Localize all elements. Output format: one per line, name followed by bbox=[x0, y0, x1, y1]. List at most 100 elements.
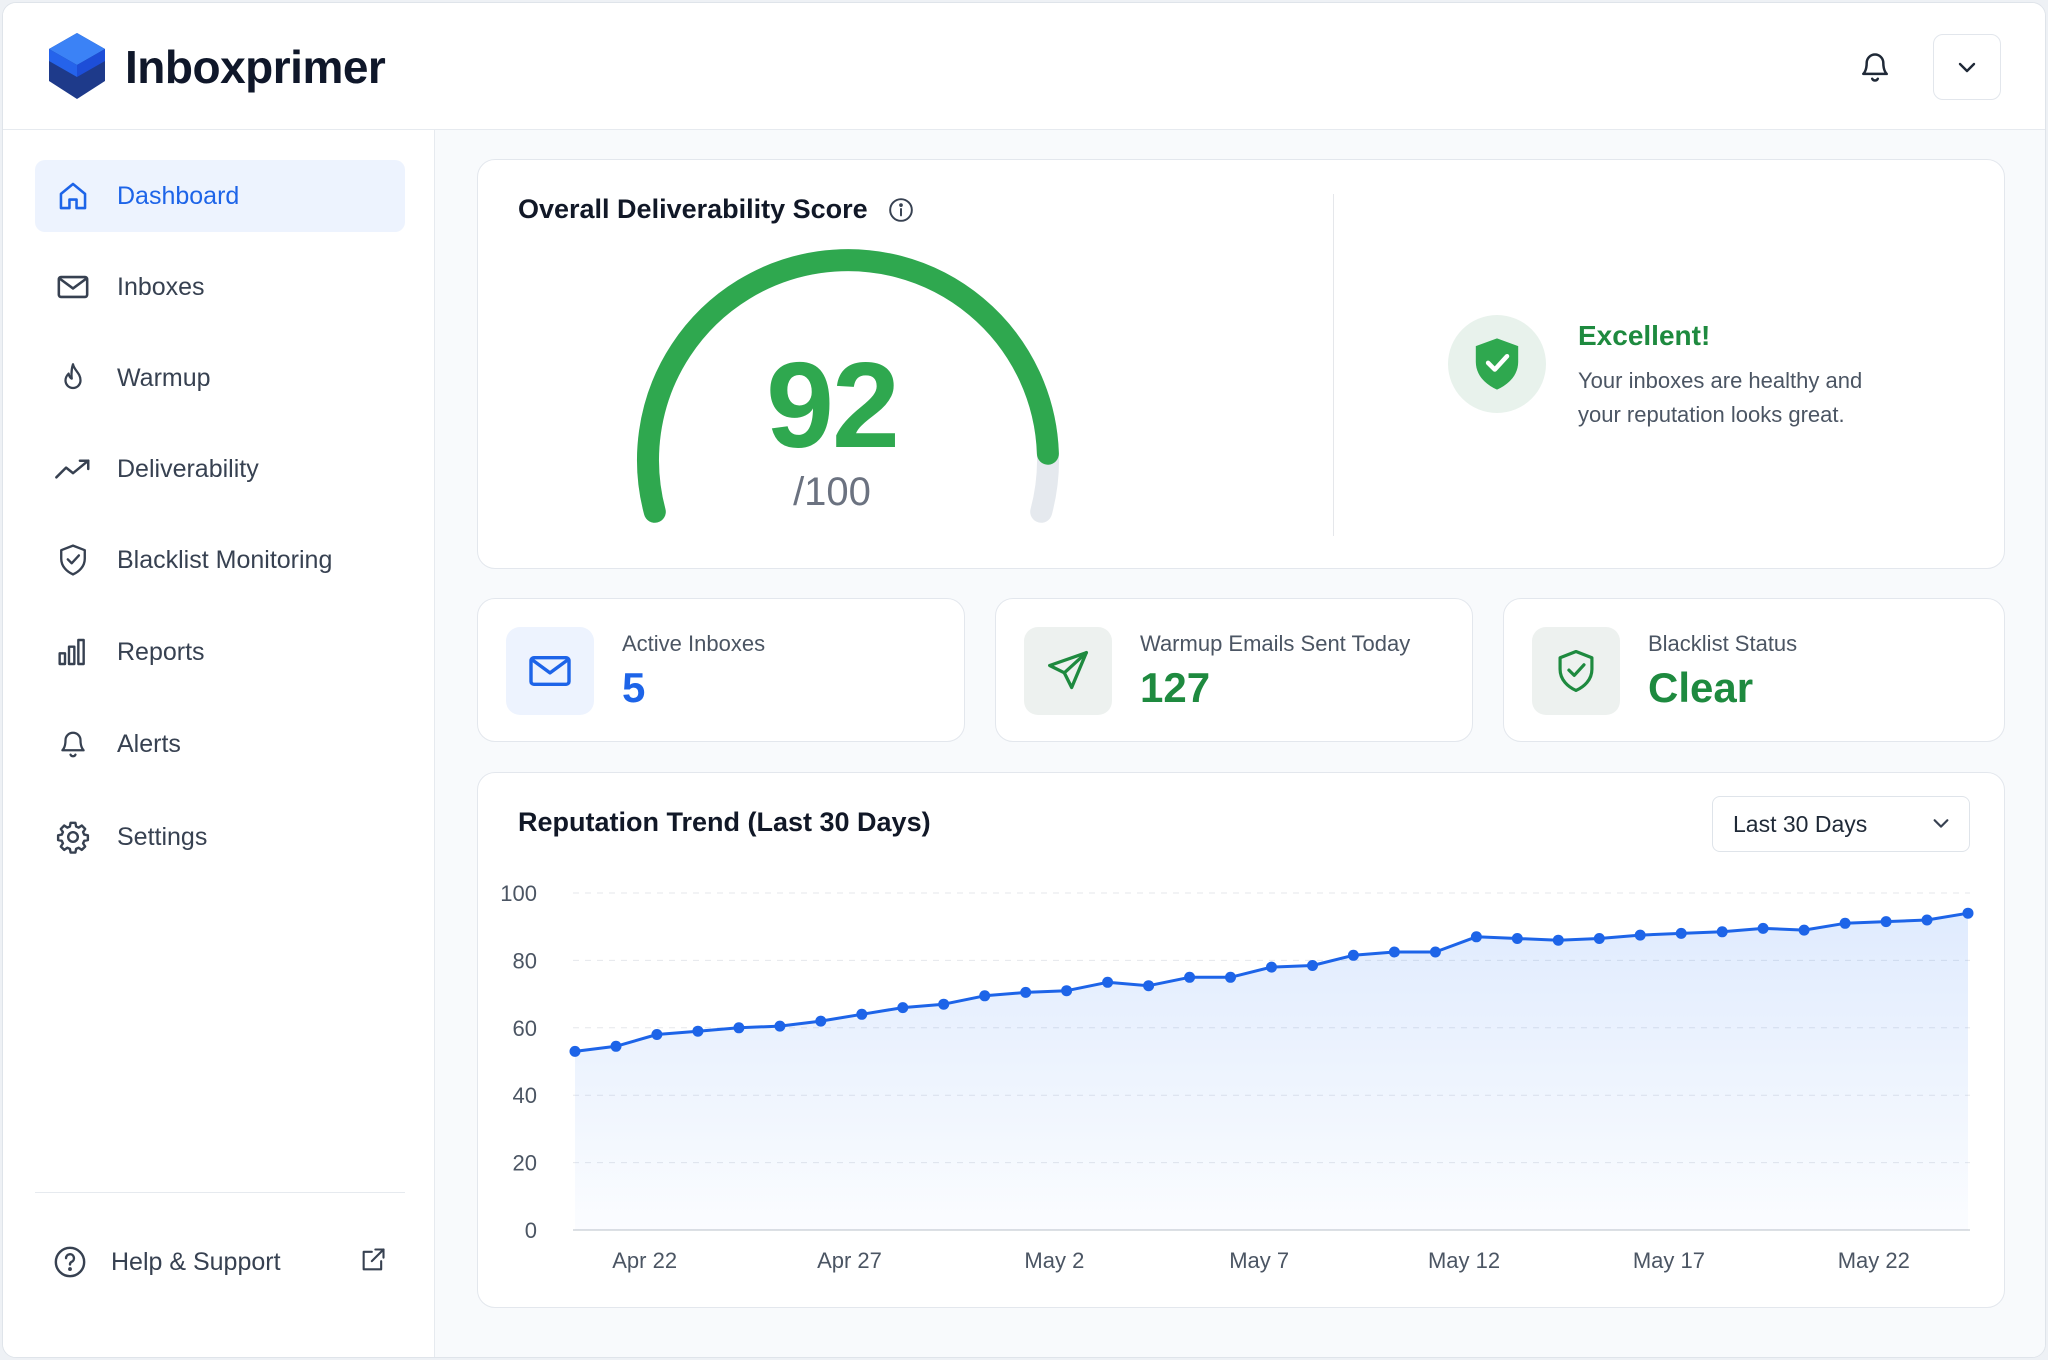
trend-up-icon bbox=[55, 451, 91, 487]
y-tick-label: 80 bbox=[513, 948, 537, 973]
sidebar-item-alerts[interactable]: Alerts bbox=[35, 708, 405, 780]
account-menu-button[interactable] bbox=[1933, 34, 2001, 100]
data-point bbox=[897, 1002, 909, 1014]
flame-icon bbox=[55, 360, 91, 396]
data-point bbox=[856, 1008, 868, 1020]
x-tick-label: May 2 bbox=[1024, 1248, 1084, 1273]
data-point bbox=[1307, 960, 1318, 971]
deliverability-score-card: Overall Deliverability Score 92 /100 Exc… bbox=[477, 159, 2005, 569]
bell-icon bbox=[1861, 53, 1889, 82]
data-point bbox=[1716, 926, 1728, 938]
data-point bbox=[1388, 946, 1400, 958]
y-tick-label: 40 bbox=[513, 1083, 537, 1108]
score-card-title: Overall Deliverability Score bbox=[518, 194, 914, 225]
score-value: 92 bbox=[766, 337, 900, 473]
sidebar-divider bbox=[35, 1192, 405, 1193]
help-support-label: Help & Support bbox=[111, 1247, 281, 1276]
stat-caption: Warmup Emails Sent Today bbox=[1140, 631, 1411, 656]
date-range-select[interactable]: Last 30 Days bbox=[1712, 796, 1970, 852]
data-point bbox=[1061, 985, 1073, 997]
x-tick-label: May 12 bbox=[1428, 1248, 1500, 1273]
home-icon bbox=[55, 178, 91, 214]
mail-icon bbox=[529, 655, 571, 687]
data-point bbox=[1634, 929, 1646, 941]
send-icon bbox=[1048, 651, 1088, 690]
status-description: Your inboxes are healthy and your reputa… bbox=[1578, 368, 1863, 427]
x-tick-label: May 7 bbox=[1229, 1248, 1289, 1273]
stat-icon-tile bbox=[506, 627, 594, 715]
y-tick-label: 0 bbox=[525, 1218, 537, 1243]
sidebar-item-reports[interactable]: Reports bbox=[35, 616, 405, 688]
data-point bbox=[1266, 961, 1277, 973]
data-point bbox=[1962, 907, 1974, 919]
gear-icon bbox=[55, 819, 91, 855]
stat-card-warmup-emails: Warmup Emails Sent Today 127 bbox=[995, 598, 1473, 742]
x-tick-label: May 17 bbox=[1633, 1248, 1705, 1273]
mail-icon bbox=[55, 269, 91, 305]
stat-card-active-inboxes: Active Inboxes 5 bbox=[477, 598, 965, 742]
reputation-trend-chart: 0 20 40 60 80 100 Apr 22 Apr 27 May 2 May 7 May 12… bbox=[500, 881, 1974, 1273]
sidebar-item-blacklist-monitoring[interactable]: Blacklist Monitoring bbox=[35, 524, 405, 596]
data-point bbox=[1347, 949, 1359, 961]
y-tick-label: 100 bbox=[500, 881, 537, 906]
notifications-button[interactable] bbox=[1851, 43, 1899, 91]
data-point bbox=[1184, 971, 1196, 983]
external-link-icon bbox=[359, 1246, 387, 1279]
data-point bbox=[1921, 914, 1933, 926]
stat-card-blacklist-status: Blacklist Status Clear bbox=[1503, 598, 2005, 742]
y-tick-label: 20 bbox=[513, 1151, 537, 1176]
data-point bbox=[1757, 922, 1769, 934]
shield-check-icon bbox=[1558, 649, 1594, 693]
data-point bbox=[569, 1045, 581, 1057]
data-point bbox=[610, 1040, 622, 1052]
stat-icon-tile bbox=[1532, 627, 1620, 715]
gauge-fill bbox=[637, 249, 1059, 523]
data-point bbox=[1020, 986, 1032, 998]
sidebar-item-settings[interactable]: Settings bbox=[35, 801, 405, 873]
data-point bbox=[1839, 917, 1851, 929]
y-tick-label: 60 bbox=[513, 1016, 537, 1041]
sidebar-item-label: Reports bbox=[117, 637, 205, 666]
stat-value: Clear bbox=[1648, 664, 1754, 711]
sidebar-item-label: Deliverability bbox=[117, 454, 259, 483]
shield-check-icon bbox=[1475, 338, 1519, 390]
data-point bbox=[1675, 927, 1687, 939]
bar-chart-icon bbox=[55, 634, 91, 670]
date-range-value: Last 30 Days bbox=[1733, 810, 1868, 837]
data-point bbox=[1429, 946, 1441, 958]
sidebar-item-inboxes[interactable]: Inboxes bbox=[35, 251, 405, 323]
x-tick-label: Apr 22 bbox=[612, 1248, 677, 1273]
data-point bbox=[1470, 931, 1482, 943]
question-icon bbox=[53, 1245, 87, 1279]
x-tick-label: May 22 bbox=[1838, 1248, 1910, 1273]
data-point bbox=[938, 998, 950, 1010]
chevron-down-icon bbox=[1931, 813, 1951, 838]
help-support-link[interactable]: Help & Support bbox=[35, 1232, 405, 1292]
sidebar-item-dashboard[interactable]: Dashboard bbox=[35, 160, 405, 232]
data-point bbox=[733, 1022, 745, 1034]
shield-check-icon bbox=[55, 542, 91, 578]
brand-name: Inboxprimer bbox=[125, 41, 386, 93]
data-point bbox=[1225, 971, 1236, 983]
data-point bbox=[1102, 976, 1114, 988]
data-point bbox=[1552, 934, 1564, 946]
bell-icon bbox=[55, 726, 91, 762]
info-icon[interactable] bbox=[888, 197, 914, 223]
data-point bbox=[815, 1015, 827, 1027]
sidebar-item-warmup[interactable]: Warmup bbox=[35, 342, 405, 414]
sidebar-item-label: Settings bbox=[117, 822, 208, 851]
top-bar: Inboxprimer bbox=[3, 3, 2045, 130]
chevron-down-icon bbox=[1958, 62, 1976, 73]
sidebar: Dashboard Inboxes Warmup Deliverability … bbox=[3, 130, 435, 1357]
data-point bbox=[1511, 933, 1523, 944]
sidebar-item-label: Warmup bbox=[117, 363, 211, 392]
stat-icon-tile bbox=[1024, 627, 1112, 715]
sidebar-item-deliverability[interactable]: Deliverability bbox=[35, 433, 405, 505]
score-gauge bbox=[637, 249, 1059, 523]
data-point bbox=[1593, 933, 1605, 944]
chart-title: Reputation Trend (Last 30 Days) bbox=[518, 807, 931, 837]
sidebar-item-label: Inboxes bbox=[117, 272, 205, 301]
x-tick-label: Apr 27 bbox=[817, 1248, 882, 1273]
reputation-trend-card: 0 20 40 60 80 100 Apr 22 Apr 27 May 2 May 7 May 12… bbox=[477, 772, 2005, 1308]
stat-caption: Active Inboxes bbox=[622, 631, 766, 656]
